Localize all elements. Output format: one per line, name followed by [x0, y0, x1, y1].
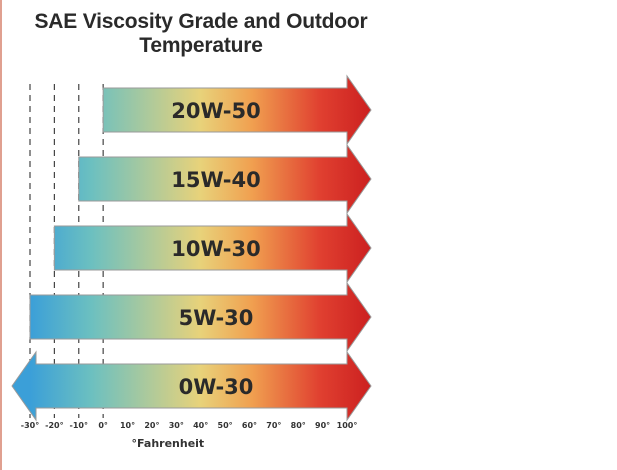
- x-tick-label: 10°: [120, 421, 135, 430]
- x-tick-label: 60°: [242, 421, 257, 430]
- x-tick-label: 70°: [266, 421, 281, 430]
- x-tick-label: 90°: [315, 421, 330, 430]
- x-tick-label: 20°: [144, 421, 159, 430]
- x-axis-label: °Fahrenheit: [132, 437, 205, 450]
- bar-label: 5W-30: [179, 306, 254, 330]
- x-tick-label: 0°: [98, 421, 108, 430]
- x-tick-label: -30°: [21, 421, 39, 430]
- viscosity-bar: [29, 281, 372, 353]
- x-tick-label: 40°: [193, 421, 208, 430]
- bar-label: 20W-50: [171, 99, 260, 123]
- x-tick-label: -10°: [70, 421, 88, 430]
- viscosity-bar: [78, 143, 372, 215]
- viscosity-bar: [53, 212, 372, 284]
- x-tick-label: 50°: [218, 421, 233, 430]
- chart-title: SAE Viscosity Grade and Outdoor Temperat…: [20, 10, 382, 58]
- viscosity-bar: [102, 74, 372, 146]
- x-tick-label: 80°: [291, 421, 306, 430]
- chart-title-line-1: SAE Viscosity Grade and Outdoor: [34, 10, 368, 33]
- bar-label: 0W-30: [179, 375, 254, 399]
- x-tick-label: 30°: [169, 421, 184, 430]
- x-tick-label: -20°: [45, 421, 63, 430]
- left-border: [0, 0, 2, 470]
- viscosity-bar: [11, 350, 372, 422]
- bar-label: 15W-40: [171, 168, 260, 192]
- x-tick-label: 100°: [337, 421, 358, 430]
- chart-title-line-2: Temperature: [139, 34, 263, 57]
- bar-label: 10W-30: [171, 237, 260, 261]
